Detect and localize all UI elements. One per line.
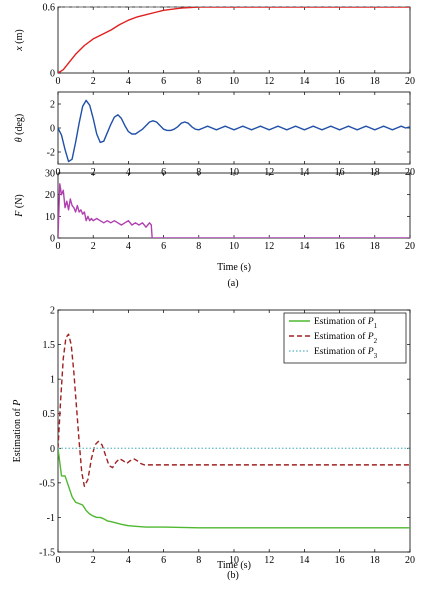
x-axis-label: Time (s) xyxy=(217,262,251,273)
x-tick-label: 18 xyxy=(370,76,380,87)
x-tick-label: 6 xyxy=(161,76,166,87)
x-tick-label: 20 xyxy=(405,555,415,566)
x-tick-label: 18 xyxy=(370,555,380,566)
x-tick-label: 8 xyxy=(196,167,201,178)
series-line-1 xyxy=(58,183,410,238)
x-tick-label: 20 xyxy=(405,76,415,87)
y-tick-label: -0.5 xyxy=(39,478,55,489)
x-tick-label: 12 xyxy=(264,555,274,566)
x-tick-label: 10 xyxy=(229,76,239,87)
x-tick-label: 16 xyxy=(335,167,345,178)
y-axis-label: F (N) xyxy=(14,194,25,218)
y-axis-label: θ (deg) xyxy=(14,114,25,143)
x-position-plot: 0 2 4 6 8 10 12 14 16 18 20 0 0.6 x (m) xyxy=(14,3,415,88)
x-tick-label: 2 xyxy=(91,555,96,566)
y-tick-label: -1.5 xyxy=(39,548,55,559)
x-tick-label: 6 xyxy=(161,167,166,178)
y-tick-label: 1.5 xyxy=(43,340,56,351)
y-tick-label: 1 xyxy=(50,375,55,386)
y-tick-label: -1 xyxy=(47,513,55,524)
x-tick-label: 10 xyxy=(229,555,239,566)
x-tick-label: 12 xyxy=(264,167,274,178)
plot-frame xyxy=(57,172,411,239)
panel-a-caption: (a) xyxy=(227,278,238,289)
y-tick-label: -2 xyxy=(47,148,55,159)
series-line-1 xyxy=(58,448,410,529)
x-axis-label: Time (s) xyxy=(217,560,251,571)
x-tick-label: 0 xyxy=(56,241,61,252)
x-tick-label: 2 xyxy=(91,76,96,87)
x-tick-label: 8 xyxy=(196,241,201,252)
y-tick-label: 2 xyxy=(50,306,55,317)
x-tick-label: 14 xyxy=(299,76,309,87)
x-tick-label: 10 xyxy=(229,241,239,252)
estimation-plot: 0 2 4 6 8 10 12 14 16 18 20 2 1.5 1 0.5 0 -0.5 -1 -1.5 Esti… xyxy=(12,306,415,572)
x-tick-label: 16 xyxy=(335,555,345,566)
x-tick-label: 16 xyxy=(335,241,345,252)
x-tick-label: 16 xyxy=(335,76,345,87)
x-tick-label: 0 xyxy=(56,555,61,566)
y-tick-label: 0 xyxy=(50,69,55,80)
x-tick-label: 8 xyxy=(196,76,201,87)
y-axis-label: x (m) xyxy=(14,29,25,51)
x-tick-label: 12 xyxy=(264,76,274,87)
y-axis-label: Estimation of P xyxy=(12,400,23,463)
y-tick-label: 10 xyxy=(45,212,55,223)
x-tick-label: 6 xyxy=(161,555,166,566)
x-tick-label: 0 xyxy=(56,167,61,178)
x-tick-label: 14 xyxy=(299,555,309,566)
x-tick-label: 4 xyxy=(126,167,131,178)
y-tick-label: 0.5 xyxy=(43,409,56,420)
plot-frame xyxy=(57,91,411,165)
plot-frame xyxy=(57,6,411,74)
x-tick-label: 18 xyxy=(370,241,380,252)
x-tick-label: 4 xyxy=(126,241,131,252)
x-tick-label: 20 xyxy=(405,241,415,252)
x-tick-label: 12 xyxy=(264,241,274,252)
x-tick-label: 14 xyxy=(299,241,309,252)
x-tick-label: 10 xyxy=(229,167,239,178)
y-tick-label: 2 xyxy=(50,100,55,111)
y-tick-label: 20 xyxy=(45,190,55,201)
x-tick-label: 0 xyxy=(56,76,61,87)
x-tick-label: 6 xyxy=(161,241,166,252)
legend-label-1: Estimation of P1 xyxy=(314,316,378,330)
legend-label-3: Estimation of P3 xyxy=(314,346,378,360)
x-tick-label: 2 xyxy=(91,241,96,252)
y-tick-label: 30 xyxy=(45,169,55,180)
y-tick-label: 0 xyxy=(50,124,55,135)
x-tick-label: 4 xyxy=(126,555,131,566)
series-line-1 xyxy=(58,7,410,73)
series-line-1 xyxy=(58,99,410,163)
y-tick-label: 0 xyxy=(50,444,55,455)
x-tick-label: 20 xyxy=(405,167,415,178)
x-tick-label: 2 xyxy=(91,167,96,178)
x-tick-label: 14 xyxy=(299,167,309,178)
x-tick-label: 4 xyxy=(126,76,131,87)
legend-label-2: Estimation of P2 xyxy=(314,331,378,345)
x-tick-label: 8 xyxy=(196,555,201,566)
x-tick-label: 18 xyxy=(370,167,380,178)
y-tick-label: 0 xyxy=(50,234,55,245)
y-tick-label: 0.6 xyxy=(43,3,56,14)
panel-b-caption: (b) xyxy=(227,570,239,581)
